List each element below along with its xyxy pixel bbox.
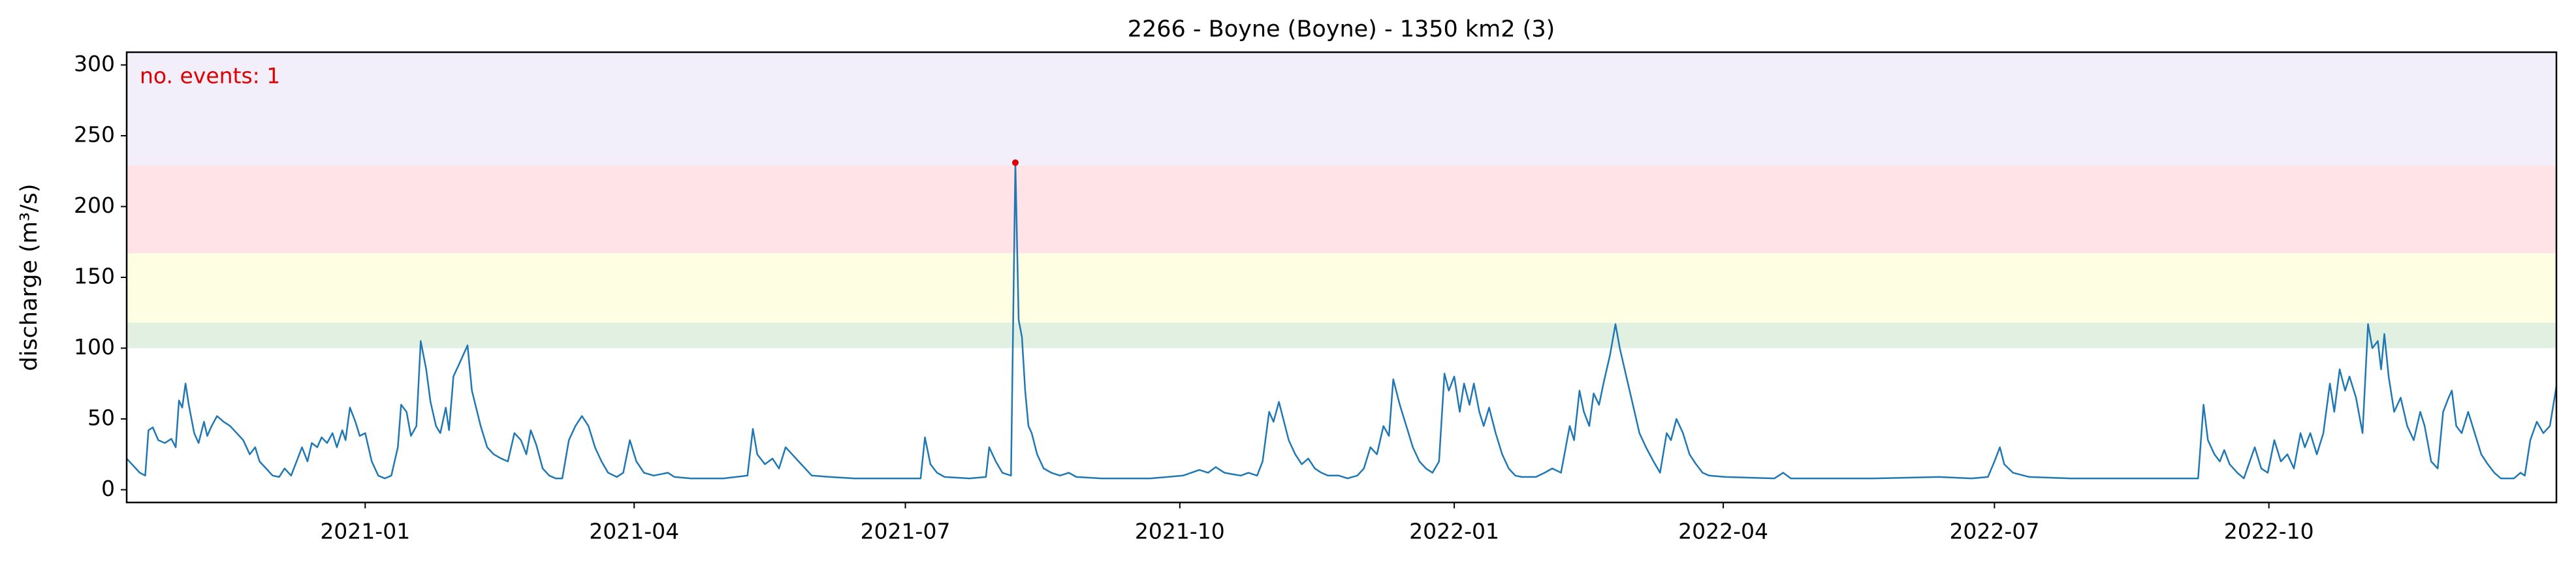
y-tick-label: 250 [74, 122, 115, 147]
plot-frame [125, 51, 2558, 504]
y-tick-label: 300 [74, 51, 115, 76]
y-tick-label: 200 [74, 193, 115, 218]
threshold-band [127, 52, 2556, 166]
x-tick-label: 2021-04 [589, 519, 679, 544]
threshold-band [127, 165, 2556, 254]
x-tick-label: 2022-04 [1678, 519, 1768, 544]
x-tick-label: 2022-01 [1409, 519, 1499, 544]
threshold-band [127, 322, 2556, 348]
y-axis-label: discharge (m³/s) [16, 183, 42, 371]
event-marker [1011, 159, 1019, 166]
x-tick-label: 2022-07 [1949, 519, 2039, 544]
threshold-band [127, 253, 2556, 323]
x-tick-label: 2021-01 [320, 519, 410, 544]
annotation: no. events: 1 [140, 63, 280, 89]
x-tick-label: 2022-10 [2224, 519, 2314, 544]
x-tick-label: 2021-10 [1135, 519, 1225, 544]
discharge-line [127, 161, 2556, 480]
y-tick-label: 150 [74, 264, 115, 289]
ticks: 0 50 100 150 200 250 300 2021-01 2021-04 2021-07 2… [74, 51, 2314, 544]
y-tick-label: 50 [87, 405, 115, 430]
bands [127, 52, 2556, 348]
y-tick-label: 100 [74, 334, 115, 360]
x-tick-label: 2021-07 [861, 519, 951, 544]
chart-title: 2266 - Boyne (Boyne) - 1350 km2 (3) [1128, 16, 1555, 42]
y-tick-label: 0 [101, 476, 115, 501]
plot-area [127, 159, 2556, 480]
